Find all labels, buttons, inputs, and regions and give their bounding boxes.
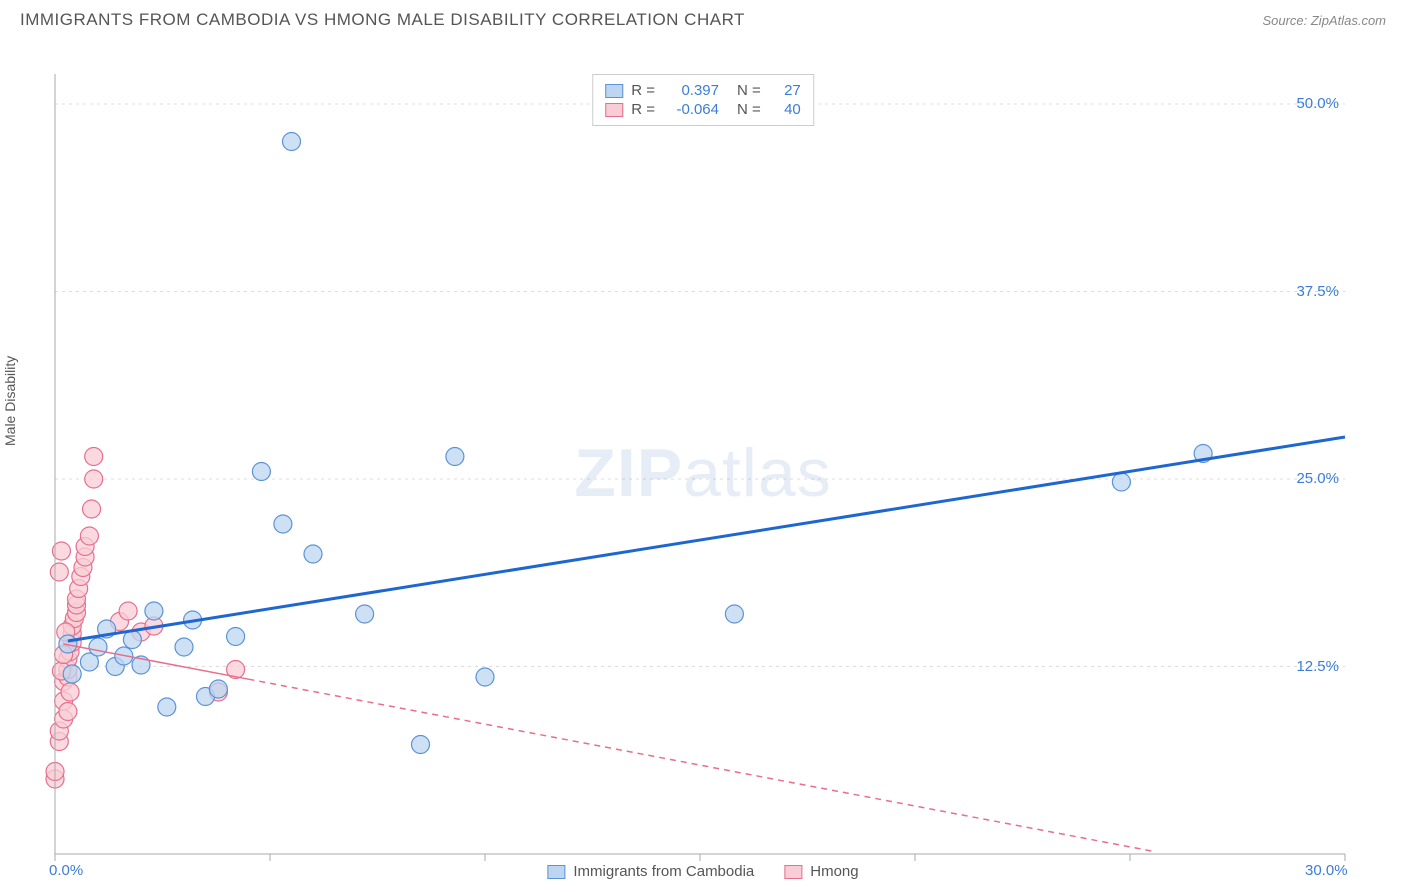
legend-swatch-series2 (784, 865, 802, 879)
legend-r-value-series2: -0.064 (667, 101, 719, 118)
legend-label-series1: Immigrants from Cambodia (573, 863, 754, 880)
legend-item-series2: Hmong (784, 863, 858, 880)
correlation-legend: R = 0.397 N = 27 R = -0.064 N = 40 (592, 74, 814, 126)
y-tick-label: 25.0% (1296, 470, 1339, 487)
legend-r-value-series1: 0.397 (667, 82, 719, 99)
legend-label-series2: Hmong (810, 863, 858, 880)
legend-n-value-series2: 40 (773, 101, 801, 118)
legend-n-label: N = (737, 101, 761, 118)
legend-item-series1: Immigrants from Cambodia (547, 863, 754, 880)
x-tick-label: 30.0% (1305, 862, 1348, 879)
legend-r-label: R = (631, 82, 655, 99)
legend-r-label: R = (631, 101, 655, 118)
legend-swatch-series1 (605, 84, 623, 98)
legend-row-series2: R = -0.064 N = 40 (605, 100, 801, 119)
legend-swatch-series2 (605, 103, 623, 117)
y-tick-label: 37.5% (1296, 283, 1339, 300)
x-tick-label: 0.0% (49, 862, 83, 879)
chart-container: Male Disability ZIPatlas R = 0.397 N = 2… (0, 34, 1406, 882)
legend-swatch-series1 (547, 865, 565, 879)
chart-header: IMMIGRANTS FROM CAMBODIA VS HMONG MALE D… (0, 0, 1406, 34)
legend-n-value-series1: 27 (773, 82, 801, 99)
legend-n-label: N = (737, 82, 761, 99)
chart-plot (0, 34, 1406, 882)
legend-row-series1: R = 0.397 N = 27 (605, 81, 801, 100)
y-tick-label: 50.0% (1296, 95, 1339, 112)
chart-title: IMMIGRANTS FROM CAMBODIA VS HMONG MALE D… (20, 10, 745, 30)
y-tick-label: 12.5% (1296, 658, 1339, 675)
series-legend: Immigrants from Cambodia Hmong (547, 863, 858, 880)
chart-source: Source: ZipAtlas.com (1262, 13, 1386, 28)
